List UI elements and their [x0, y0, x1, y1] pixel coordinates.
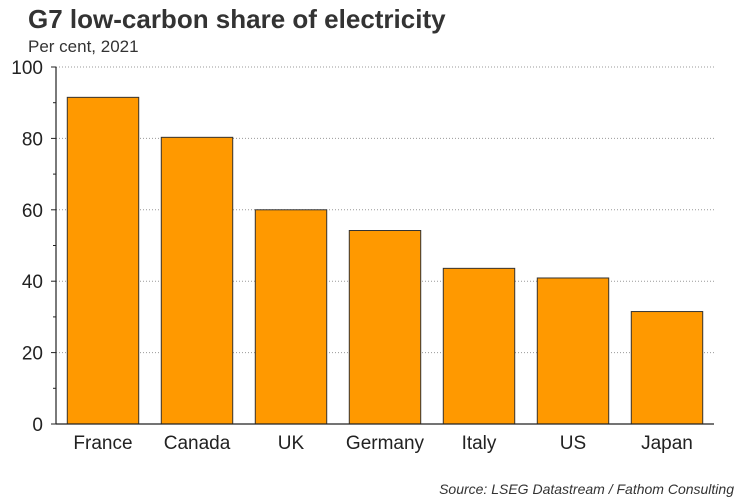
x-category-label: Italy	[462, 433, 497, 454]
bar-us	[536, 277, 610, 425]
y-tick-label: 60	[22, 201, 43, 222]
x-category-label: Japan	[641, 433, 693, 454]
axes	[51, 66, 714, 425]
bar-italy	[442, 267, 516, 425]
x-category-label: Canada	[164, 433, 231, 454]
x-category-label: Germany	[346, 433, 425, 454]
y-tick-label: 0	[32, 415, 43, 436]
bar-japan	[630, 311, 704, 425]
bar-canada	[160, 136, 234, 425]
y-tick-label: 40	[22, 272, 43, 293]
x-category-label: France	[73, 433, 132, 454]
y-tick-label: 80	[22, 129, 43, 150]
y-tick-label: 100	[11, 58, 43, 79]
bar-france	[66, 96, 140, 425]
axis-labels: 0 20 40 60 80 100 France Canada UK Germany Italy US…	[11, 58, 693, 454]
x-category-label: UK	[278, 433, 305, 454]
chart-title: G7 low-carbon share of electricity	[28, 4, 446, 34]
bar-germany	[348, 230, 422, 425]
y-tick-label: 20	[22, 344, 43, 365]
source-note: Source: LSEG Datastream / Fathom Consult…	[439, 481, 734, 497]
x-category-label: US	[560, 433, 586, 454]
bars	[66, 96, 704, 425]
bar-uk	[254, 209, 328, 425]
chart-subtitle: Per cent, 2021	[28, 37, 139, 56]
